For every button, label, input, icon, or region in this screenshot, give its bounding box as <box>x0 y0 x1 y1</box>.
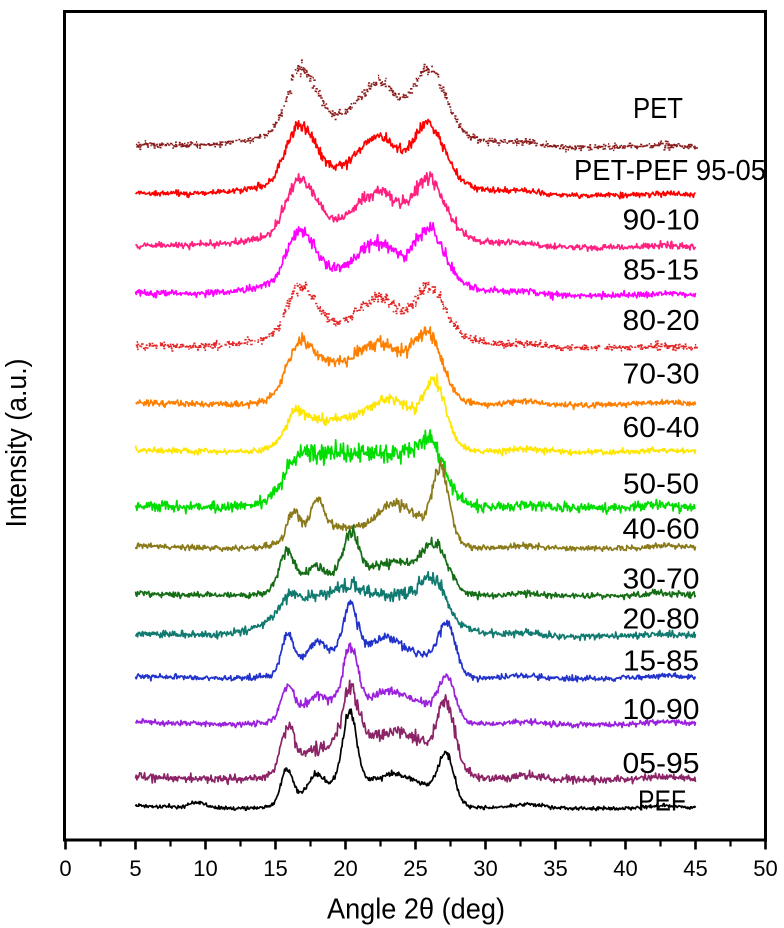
svg-text:85-15: 85-15 <box>623 255 699 287</box>
svg-text:05-95: 05-95 <box>623 748 700 780</box>
svg-text:25: 25 <box>403 856 427 881</box>
svg-text:15-85: 15-85 <box>623 646 699 678</box>
svg-text:0: 0 <box>59 856 71 881</box>
svg-text:50: 50 <box>753 856 777 881</box>
svg-text:10-90: 10-90 <box>623 694 700 726</box>
svg-text:PET: PET <box>633 93 683 125</box>
svg-text:10: 10 <box>193 856 217 881</box>
svg-text:Intensity (a.u.): Intensity (a.u.) <box>1 359 33 528</box>
svg-text:PET-PEF 95-05: PET-PEF 95-05 <box>574 155 766 187</box>
svg-text:90-10: 90-10 <box>623 205 700 237</box>
svg-text:Angle 2θ (deg): Angle 2θ (deg) <box>327 894 505 926</box>
svg-text:40-60: 40-60 <box>623 514 700 546</box>
svg-text:50-50: 50-50 <box>623 469 699 501</box>
svg-text:60-40: 60-40 <box>623 412 700 444</box>
svg-text:5: 5 <box>129 856 141 881</box>
svg-text:20-80: 20-80 <box>623 604 700 636</box>
svg-text:15: 15 <box>263 856 287 881</box>
svg-text:40: 40 <box>613 856 637 881</box>
svg-text:45: 45 <box>683 856 707 881</box>
svg-text:80-20: 80-20 <box>623 305 700 337</box>
svg-text:30: 30 <box>473 856 497 881</box>
svg-text:35: 35 <box>543 856 567 881</box>
svg-text:20: 20 <box>333 856 357 881</box>
svg-text:70-30: 70-30 <box>623 359 700 391</box>
svg-text:30-70: 30-70 <box>623 564 700 596</box>
svg-text:PEF: PEF <box>638 786 686 818</box>
